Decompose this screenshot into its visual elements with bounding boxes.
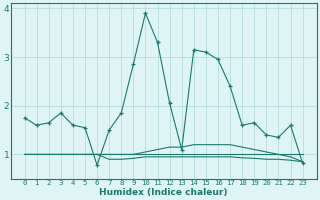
X-axis label: Humidex (Indice chaleur): Humidex (Indice chaleur) bbox=[99, 188, 228, 197]
